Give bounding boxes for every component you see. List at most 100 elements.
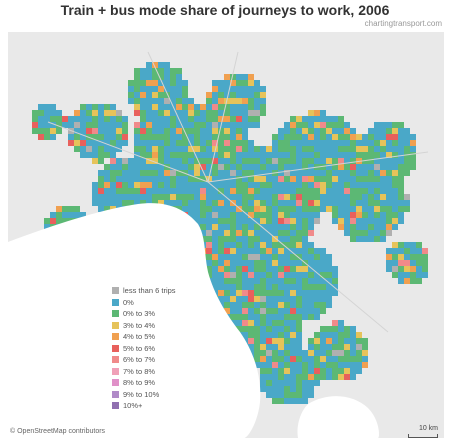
region-cell <box>212 194 218 200</box>
region-cell <box>338 116 344 122</box>
legend-item[interactable]: 10%+ <box>112 400 176 412</box>
region-cell <box>356 164 362 170</box>
region-cell <box>272 182 278 188</box>
region-cell <box>296 146 302 152</box>
legend-item[interactable]: 3% to 4% <box>112 320 176 332</box>
region-cell <box>314 350 320 356</box>
region-cell <box>398 152 404 158</box>
region-cell <box>182 176 188 182</box>
region-cell <box>128 194 134 200</box>
region-cell <box>422 248 428 254</box>
region-cell <box>164 74 170 80</box>
region-cell <box>140 170 146 176</box>
region-cell <box>266 308 272 314</box>
region-cell <box>326 344 332 350</box>
region-cell <box>392 122 398 128</box>
region-cell <box>218 182 224 188</box>
region-cell <box>254 194 260 200</box>
region-cell <box>248 80 254 86</box>
western-port-water <box>297 396 379 438</box>
region-cell <box>356 152 362 158</box>
region-cell <box>152 170 158 176</box>
region-cell <box>134 158 140 164</box>
region-cell <box>272 314 278 320</box>
region-cell <box>260 284 266 290</box>
region-cell <box>314 260 320 266</box>
region-cell <box>284 302 290 308</box>
region-cell <box>170 80 176 86</box>
region-cell <box>392 224 398 230</box>
region-cell <box>326 206 332 212</box>
region-cell <box>320 128 326 134</box>
region-cell <box>284 248 290 254</box>
region-cell <box>116 110 122 116</box>
region-cell <box>242 110 248 116</box>
region-cell <box>230 104 236 110</box>
region-cell <box>188 122 194 128</box>
region-cell <box>272 224 278 230</box>
region-cell <box>38 110 44 116</box>
region-cell <box>68 122 74 128</box>
region-cell <box>410 260 416 266</box>
region-cell <box>326 122 332 128</box>
region-cell <box>398 176 404 182</box>
region-cell <box>62 122 68 128</box>
region-cell <box>380 230 386 236</box>
region-cell <box>386 224 392 230</box>
region-cell <box>188 104 194 110</box>
region-cell <box>266 236 272 242</box>
legend-item[interactable]: 0% <box>112 297 176 309</box>
region-cell <box>152 152 158 158</box>
region-cell <box>362 236 368 242</box>
region-cell <box>110 176 116 182</box>
region-cell <box>74 110 80 116</box>
region-cell <box>224 170 230 176</box>
region-cell <box>146 104 152 110</box>
legend-item[interactable]: 9% to 10% <box>112 389 176 401</box>
region-cell <box>260 146 266 152</box>
region-cell <box>356 230 362 236</box>
map-canvas[interactable] <box>8 32 444 438</box>
region-cell <box>104 122 110 128</box>
region-cell <box>314 218 320 224</box>
region-cell <box>422 254 428 260</box>
region-cell <box>134 194 140 200</box>
region-cell <box>332 320 338 326</box>
legend-item[interactable]: 7% to 8% <box>112 366 176 378</box>
region-cell <box>356 368 362 374</box>
region-cell <box>152 98 158 104</box>
region-cell <box>134 80 140 86</box>
legend-item[interactable]: 0% to 3% <box>112 308 176 320</box>
region-cell <box>296 218 302 224</box>
region-cell <box>248 290 254 296</box>
region-cell <box>272 332 278 338</box>
region-cell <box>134 110 140 116</box>
region-cell <box>386 218 392 224</box>
map-attribution[interactable]: © OpenStreetMap contributors <box>10 428 106 435</box>
region-cell <box>332 374 338 380</box>
region-cell <box>230 152 236 158</box>
region-cell <box>272 188 278 194</box>
legend-item[interactable]: 8% to 9% <box>112 377 176 389</box>
region-cell <box>236 92 242 98</box>
region-cell <box>302 116 308 122</box>
region-cell <box>176 146 182 152</box>
region-cell <box>332 128 338 134</box>
region-cell <box>218 200 224 206</box>
region-cell <box>260 302 266 308</box>
region-cell <box>104 182 110 188</box>
region-cell <box>140 98 146 104</box>
region-cell <box>116 170 122 176</box>
legend-item[interactable]: 6% to 7% <box>112 354 176 366</box>
region-cell <box>308 278 314 284</box>
region-cell <box>104 164 110 170</box>
region-cell <box>386 200 392 206</box>
legend-item[interactable]: 4% to 5% <box>112 331 176 343</box>
legend-item[interactable]: 5% to 6% <box>112 343 176 355</box>
region-cell <box>224 140 230 146</box>
region-cell <box>218 164 224 170</box>
region-cell <box>80 212 86 218</box>
region-cell <box>242 116 248 122</box>
legend-item[interactable]: less than 6 trips <box>112 285 176 297</box>
region-cell <box>290 164 296 170</box>
